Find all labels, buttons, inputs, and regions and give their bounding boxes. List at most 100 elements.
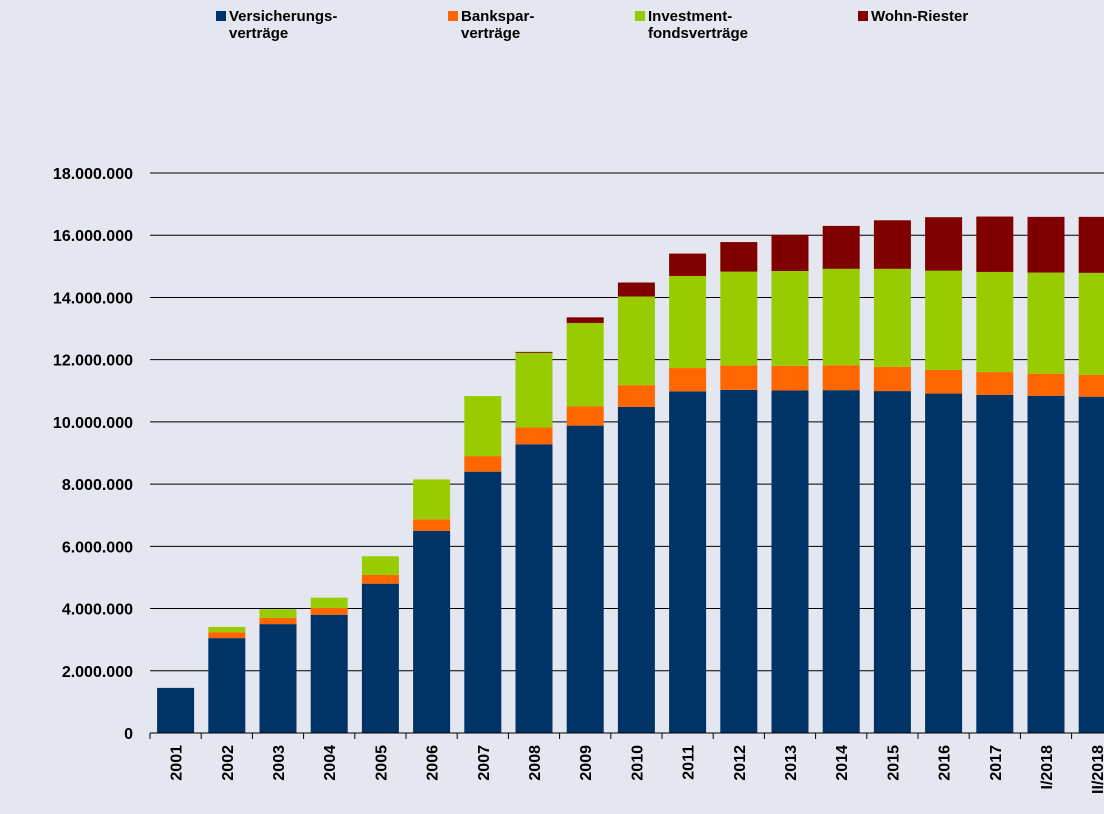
- y-tick-label: 18.000.000: [53, 166, 133, 183]
- y-tick-label: 0: [124, 726, 133, 743]
- bar-segment: [310, 614, 348, 733]
- legend-label: Bankspar- verträge: [461, 8, 535, 42]
- legend-item: Versicherungs- verträge: [216, 8, 337, 42]
- bar-segment: [771, 271, 809, 366]
- bar-segment: [361, 574, 399, 584]
- x-tick-label: 2002: [220, 745, 237, 781]
- bar-segment: [413, 479, 451, 520]
- legend-swatch: [216, 11, 226, 21]
- bar-segment: [617, 406, 655, 733]
- bar-segment: [1027, 216, 1065, 273]
- x-tick-label: 2010: [629, 745, 646, 781]
- bar-segment: [669, 253, 707, 276]
- bar-segment: [515, 427, 553, 445]
- bar-segment: [515, 444, 553, 733]
- legend-item: Investment- fondsverträge: [635, 8, 748, 42]
- x-tick-label: 2005: [373, 745, 390, 781]
- bar-segment: [566, 317, 604, 323]
- bar-segment: [464, 456, 502, 472]
- bar-segment: [464, 471, 502, 733]
- bar-segment: [925, 217, 963, 271]
- bar-segment: [361, 556, 399, 575]
- bar-segment: [976, 216, 1014, 272]
- bar-segment: [566, 406, 604, 426]
- bar-segment: [464, 396, 502, 457]
- legend-item: Wohn-Riester: [858, 8, 968, 25]
- bar-segment: [669, 391, 707, 733]
- bar-segment: [157, 687, 195, 733]
- bar-segment: [976, 394, 1014, 733]
- bar-segment: [1027, 272, 1065, 374]
- legend-label: Wohn-Riester: [871, 8, 969, 25]
- bar-segment: [925, 393, 963, 733]
- bar-segment: [720, 389, 758, 733]
- x-tick-label: 2012: [732, 745, 749, 781]
- y-tick-label: 14.000.000: [53, 290, 133, 307]
- bar-segment: [771, 390, 809, 733]
- bar-segment: [1078, 374, 1104, 397]
- x-tick-label: II/2018: [1090, 745, 1104, 794]
- bar-segment: [873, 268, 911, 367]
- x-tick-label: 2013: [783, 745, 800, 781]
- bar-segment: [925, 270, 963, 370]
- bar-segment: [771, 365, 809, 391]
- legend-swatch: [858, 11, 868, 21]
- x-tick-label: 2001: [169, 745, 186, 781]
- bar-segment: [720, 271, 758, 366]
- x-tick-label: I/2018: [1039, 745, 1056, 790]
- bar-segment: [1027, 395, 1065, 733]
- bar-segment: [361, 583, 399, 733]
- bar-segment: [566, 322, 604, 407]
- legend-label: Versicherungs- verträge: [229, 8, 338, 42]
- bar-segment: [208, 632, 246, 639]
- bar-segment: [208, 626, 246, 633]
- bar-segment: [925, 369, 963, 394]
- legend-item: Bankspar- verträge: [448, 8, 534, 42]
- legend-label: Investment- fondsverträge: [648, 8, 749, 42]
- y-tick-label: 4.000.000: [62, 602, 133, 619]
- bar-segment: [873, 366, 911, 392]
- legend-swatch: [635, 11, 645, 21]
- bar-segment: [822, 390, 860, 733]
- y-tick-label: 10.000.000: [53, 415, 133, 432]
- bar-segment: [669, 368, 707, 392]
- x-tick-label: 2004: [322, 745, 339, 781]
- y-tick-label: 6.000.000: [62, 539, 133, 556]
- bar-segment: [822, 365, 860, 391]
- bar-segment: [976, 271, 1014, 373]
- x-tick-label: 2008: [527, 745, 544, 781]
- bar-segment: [617, 282, 655, 297]
- bar-segment: [515, 352, 553, 428]
- bar-segment: [873, 220, 911, 269]
- bar-segment: [1078, 272, 1104, 375]
- y-tick-label: 2.000.000: [62, 664, 133, 681]
- legend-swatch: [448, 11, 458, 21]
- x-tick-label: 2006: [425, 745, 442, 781]
- bar-segment: [1027, 373, 1065, 396]
- bar-segment: [310, 597, 348, 608]
- bar-segment: [617, 296, 655, 386]
- x-tick-label: 2009: [578, 745, 595, 781]
- y-tick-label: 12.000.000: [53, 353, 133, 370]
- bar-segment: [413, 519, 451, 531]
- bar-segment: [822, 225, 860, 269]
- bar-segment: [771, 234, 809, 271]
- x-tick-label: 2015: [885, 745, 902, 781]
- bar-segment: [259, 624, 297, 733]
- bar-segment: [822, 268, 860, 366]
- x-tick-label: 2017: [988, 745, 1005, 781]
- bar-segment: [259, 617, 297, 625]
- bar-segment: [669, 275, 707, 369]
- bar-segment: [208, 638, 246, 733]
- bar-segment: [515, 351, 553, 353]
- y-tick-label: 8.000.000: [62, 477, 133, 494]
- x-tick-label: 2016: [937, 745, 954, 781]
- y-tick-label: 16.000.000: [53, 228, 133, 245]
- bar-segment: [1078, 396, 1104, 733]
- bar-segment: [1078, 216, 1104, 273]
- bar-segment: [873, 391, 911, 733]
- bar-segment: [566, 425, 604, 733]
- bar-segment: [617, 385, 655, 407]
